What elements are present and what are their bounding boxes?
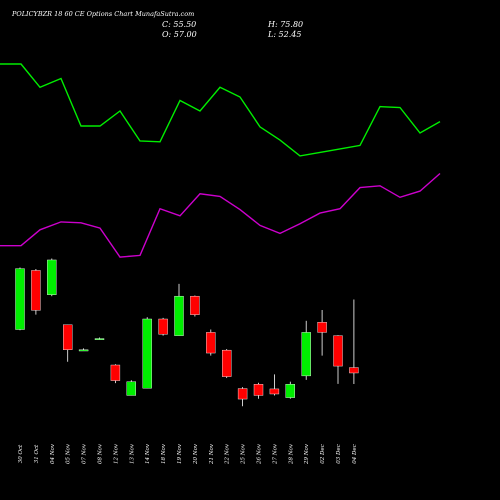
chart-title: POLICYBZR 18 60 CE Options Chart MunafaS… bbox=[11, 10, 194, 18]
candle bbox=[237, 387, 248, 407]
x-tick-label: 14 Nov bbox=[145, 443, 151, 464]
x-axis-ticks: 30 Oct 31 Oct 04 Nov 05 Nov 07 Nov 08 Nov 12 N… bbox=[18, 443, 358, 465]
candle-body bbox=[63, 324, 73, 350]
candle bbox=[78, 348, 89, 352]
candle-body bbox=[190, 295, 200, 315]
candle bbox=[349, 299, 359, 385]
x-tick-label: 26 Nov bbox=[257, 443, 263, 465]
candle bbox=[158, 317, 168, 336]
x-tick-label: 22 Nov bbox=[225, 443, 231, 465]
candle bbox=[63, 324, 73, 362]
candles bbox=[15, 258, 359, 407]
candle bbox=[142, 317, 152, 389]
candle bbox=[269, 374, 280, 396]
indicator-lines bbox=[0, 63, 441, 258]
x-tick-label: 25 Nov bbox=[241, 443, 247, 465]
x-tick-label: 13 Nov bbox=[129, 443, 135, 464]
x-tick-label: 05 Nov bbox=[66, 443, 72, 464]
x-tick-label: 07 Nov bbox=[82, 443, 88, 464]
candle-body bbox=[47, 259, 57, 295]
candle bbox=[174, 283, 184, 336]
x-tick-label: 18 Nov bbox=[161, 443, 167, 464]
open-value: O: 57.00 bbox=[162, 30, 197, 39]
indicator-line-1 bbox=[0, 63, 441, 157]
candle-body bbox=[317, 322, 327, 333]
candle bbox=[110, 364, 121, 384]
candle bbox=[47, 258, 57, 297]
candle-body bbox=[31, 270, 41, 311]
x-tick-label: 04 Dec bbox=[352, 444, 358, 464]
candle-body bbox=[94, 338, 105, 340]
candle-body bbox=[269, 388, 280, 395]
x-tick-label: 29 Nov bbox=[304, 443, 310, 465]
candle-body bbox=[110, 364, 121, 381]
candle-body bbox=[174, 295, 184, 336]
x-tick-label: 08 Nov bbox=[98, 443, 104, 464]
candle-body bbox=[206, 332, 216, 354]
x-tick-label: 20 Nov bbox=[193, 443, 199, 465]
candle bbox=[301, 320, 311, 380]
candle bbox=[333, 335, 343, 384]
candle-body bbox=[253, 384, 264, 396]
candle-body bbox=[78, 349, 89, 352]
candle-body bbox=[333, 335, 343, 367]
candle bbox=[253, 382, 264, 399]
x-tick-label: 27 Nov bbox=[272, 443, 278, 465]
candle bbox=[94, 337, 105, 341]
x-tick-label: 28 Nov bbox=[288, 443, 294, 465]
candle-body bbox=[126, 381, 137, 396]
candle bbox=[15, 267, 25, 331]
candle-body bbox=[349, 367, 359, 374]
x-tick-label: 21 Nov bbox=[209, 443, 215, 465]
x-tick-label: 31 Oct bbox=[34, 444, 40, 463]
close-value: C: 55.50 bbox=[162, 20, 196, 29]
candle-body bbox=[15, 268, 25, 330]
candle bbox=[126, 380, 137, 396]
low-value: L: 52.45 bbox=[267, 30, 301, 39]
x-tick-label: 30 Oct bbox=[18, 444, 24, 463]
indicator-line-2 bbox=[0, 172, 441, 258]
x-tick-label: 03 Dec bbox=[336, 444, 342, 464]
x-tick-label: 19 Nov bbox=[177, 443, 183, 464]
candle bbox=[221, 349, 232, 379]
candle bbox=[206, 329, 216, 356]
x-tick-label: 02 Dec bbox=[320, 444, 326, 464]
high-value: H: 75.80 bbox=[267, 20, 303, 29]
candle bbox=[190, 295, 200, 317]
candle-body bbox=[142, 318, 152, 389]
x-tick-label: 12 Nov bbox=[113, 443, 119, 464]
candle bbox=[285, 381, 295, 399]
candle-body bbox=[285, 384, 295, 398]
candle-body bbox=[221, 349, 232, 377]
candle bbox=[31, 269, 41, 315]
candle-body bbox=[158, 318, 168, 335]
candle-body bbox=[301, 332, 311, 377]
x-tick-label: 04 Nov bbox=[50, 443, 56, 464]
candle-body bbox=[237, 388, 248, 400]
candle bbox=[317, 309, 327, 356]
